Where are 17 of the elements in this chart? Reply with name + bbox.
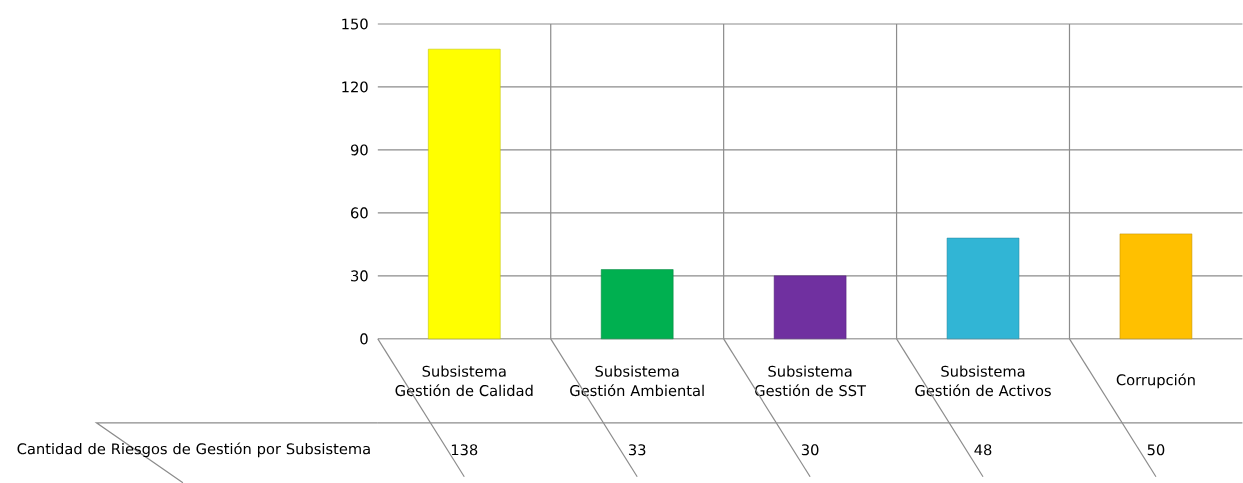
text: Cantidad de Riesgos de Gestión por Subsistema [17, 442, 370, 457]
x-tick-label: Subsistema Gestión Ambiental [570, 365, 704, 396]
y-tick-label: 150 [342, 18, 368, 30]
data-label: 33 [628, 444, 646, 456]
x-tick-label: Subsistema Gestión de Activos [915, 365, 1051, 396]
data-label: 50 [1147, 444, 1165, 456]
y-tick-label: 30 [351, 270, 368, 282]
x-tick-label: Corrupción [1116, 373, 1195, 389]
y-tick-label: 0 [360, 333, 368, 345]
y-tick-label: 60 [351, 207, 368, 219]
data-label: 30 [801, 444, 819, 456]
data-label: 138 [451, 444, 478, 456]
x-tick-label: Subsistema Gestión de Calidad [395, 365, 533, 396]
x-tick-label: Subsistema Gestión de SST [755, 365, 867, 396]
y-tick-label: 90 [350, 144, 368, 156]
data-label: 48 [974, 444, 992, 456]
y-tick-label: 120 [342, 81, 368, 93]
